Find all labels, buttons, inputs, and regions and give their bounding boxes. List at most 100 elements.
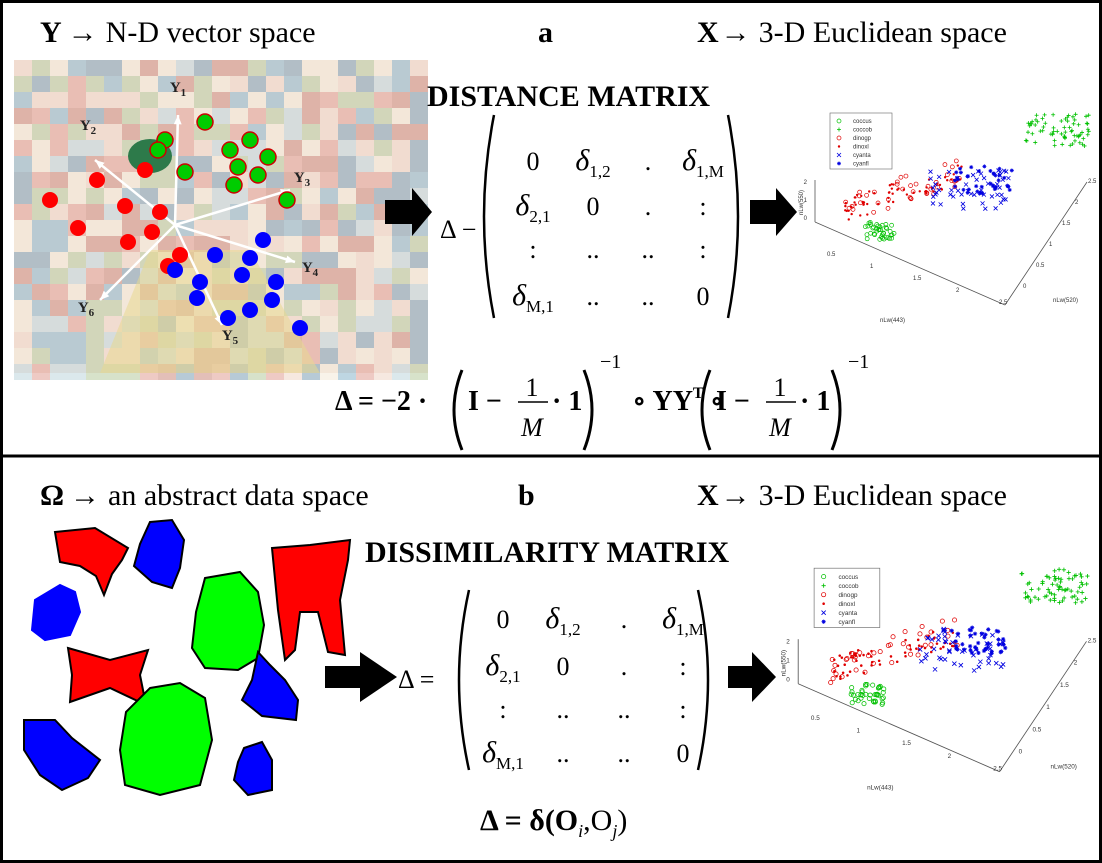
matrix-entry: 0 [677, 739, 690, 768]
matrix-entry: . [621, 652, 628, 681]
marker [863, 672, 866, 675]
marker [850, 213, 852, 215]
marker [940, 619, 944, 623]
painting-tile [302, 156, 320, 172]
marker [912, 191, 914, 193]
painting-tile [68, 60, 86, 76]
painting-tile [356, 204, 374, 220]
painting-tile [104, 140, 122, 156]
painting-tile [374, 92, 392, 108]
scatter-plot: 2100.511.522.500.511.522.5nLw(443)nLw(52… [780, 567, 1096, 791]
painting-tile [212, 60, 230, 76]
panel-header: Ω→an abstract data space [40, 479, 369, 512]
painting-tile [410, 348, 428, 364]
tick-label: 1.5 [913, 276, 922, 282]
painting-tile [320, 124, 338, 140]
legend-entry: dinogp [838, 592, 858, 599]
marker [853, 201, 855, 203]
painting-tile [14, 284, 32, 300]
marker [941, 188, 943, 190]
dot [264, 292, 280, 308]
marker [896, 660, 899, 663]
marker [1070, 577, 1074, 581]
marker [881, 696, 885, 700]
painting-tile [392, 332, 410, 348]
marker [1072, 122, 1076, 126]
painting-tile [32, 108, 50, 124]
marker [859, 214, 861, 216]
painting-tile [68, 364, 86, 380]
marker [949, 188, 953, 192]
marker [872, 210, 876, 214]
painting-tile [68, 236, 86, 252]
marker [932, 631, 935, 634]
marker [954, 159, 958, 163]
marker [829, 680, 833, 684]
painting-tile [356, 236, 374, 252]
formula-sub: j [610, 821, 617, 841]
entry-sub: M,1 [526, 297, 554, 316]
painting-tile [50, 236, 68, 252]
dot [255, 232, 271, 248]
painting-tile [212, 220, 230, 236]
painting-tile [14, 348, 32, 364]
matrix-entry: δM,1 [512, 279, 554, 316]
marker [1060, 142, 1064, 146]
painting-tile [32, 364, 50, 380]
marker [919, 190, 921, 192]
matrix-entry: : [699, 192, 706, 221]
marker [1008, 188, 1012, 192]
plot-axis [798, 684, 999, 772]
painting-tile [32, 60, 50, 76]
painting-tile [32, 236, 50, 252]
painting-tile [230, 60, 248, 76]
dot [120, 234, 136, 250]
header-text: N-D vector space [106, 16, 316, 49]
marker [917, 639, 920, 642]
target-symbol: X [697, 16, 719, 49]
marker [916, 653, 920, 657]
marker [939, 202, 943, 206]
marker [932, 190, 934, 192]
marker [1059, 119, 1063, 123]
painting-tile [212, 156, 230, 172]
painting-tile [392, 236, 410, 252]
matrix-entry: δ1,M [682, 144, 724, 181]
painting-tile [140, 92, 158, 108]
marker [856, 692, 860, 696]
marker [987, 661, 991, 665]
tick-label: 0.5 [1032, 726, 1041, 733]
legend-entry: cyanta [853, 153, 871, 159]
painting-tile [356, 364, 374, 380]
axis-title: nLw(550) [780, 650, 787, 676]
painting-tile [374, 60, 392, 76]
marker [852, 656, 855, 659]
marker [850, 685, 854, 689]
target-text: 3-D Euclidean space [759, 16, 1007, 49]
formula-part: · 1 [800, 386, 830, 417]
painting-tile [302, 204, 320, 220]
marker [959, 171, 963, 175]
painting-tile [158, 188, 176, 204]
marker [1029, 587, 1033, 591]
axis-symbol: Y [302, 260, 313, 276]
painting-tile [338, 76, 356, 92]
marker [850, 701, 854, 705]
marker [1064, 588, 1068, 592]
marker [983, 207, 987, 211]
painting-tile [14, 124, 32, 140]
axis-sub: 6 [89, 307, 95, 319]
marker [1024, 138, 1028, 142]
painting-tile [212, 76, 230, 92]
painting-tile [50, 108, 68, 124]
painting-tile [320, 300, 338, 316]
matrix-entry: .. [642, 235, 655, 264]
entry-sub: 2,1 [529, 207, 550, 226]
painting-tile [140, 124, 158, 140]
marker [866, 203, 868, 205]
painting-tile [140, 76, 158, 92]
entry-symbol: δ [662, 602, 677, 635]
entry-sub: 1,2 [589, 162, 610, 181]
marker [846, 674, 849, 677]
marker [969, 165, 973, 169]
